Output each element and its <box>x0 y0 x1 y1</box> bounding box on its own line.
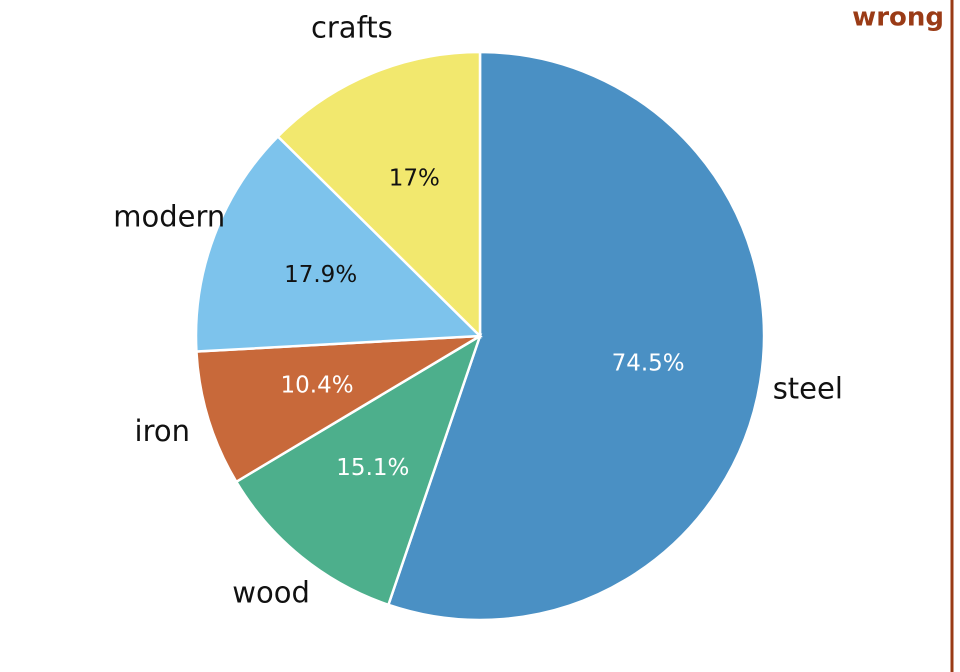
value-label: 17% <box>389 165 440 191</box>
pie-slice <box>195 334 481 484</box>
pie-slice <box>194 134 483 353</box>
pie-slice <box>276 50 482 339</box>
value-label: 10.4% <box>281 372 354 398</box>
value-label: 74.5% <box>612 350 685 376</box>
annotation: wrong <box>852 3 944 33</box>
slice-label: wood <box>232 575 310 609</box>
slice-label: modern <box>113 199 225 233</box>
pie-slice <box>386 50 766 622</box>
value-label: 17.9% <box>284 262 357 288</box>
slice-label: crafts <box>311 10 393 44</box>
pie-slice <box>234 333 483 607</box>
slice-label: iron <box>135 414 190 448</box>
value-label: 15.1% <box>336 455 409 481</box>
slice-label: steel <box>773 371 843 405</box>
